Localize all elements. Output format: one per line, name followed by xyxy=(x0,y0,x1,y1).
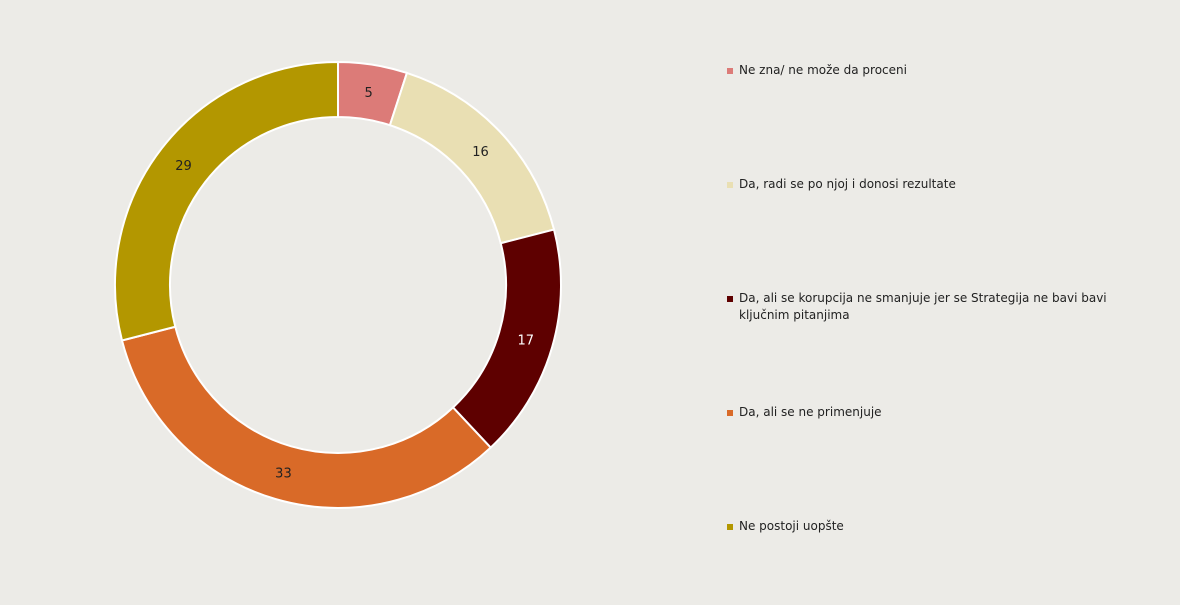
legend-label: Da, radi se po njoj i donosi rezultate xyxy=(739,177,956,191)
legend-swatch xyxy=(727,410,733,416)
donut-slice xyxy=(451,228,562,449)
data-label: 33 xyxy=(275,467,292,482)
data-label: 17 xyxy=(517,334,534,349)
legend-swatch xyxy=(727,182,733,188)
legend-item: Da, ali se korupcija ne smanjuje jer se … xyxy=(727,290,1149,324)
data-label: 16 xyxy=(472,145,489,160)
donut-slice xyxy=(114,60,339,342)
legend-swatch xyxy=(727,296,733,302)
legend-item: Da, ali se ne primenjuje xyxy=(727,404,1149,421)
legend-item: Da, radi se po njoj i donosi rezultate xyxy=(727,176,1149,193)
legend-item: Ne zna/ ne može da proceni xyxy=(727,62,1149,79)
legend-label: Ne zna/ ne može da proceni xyxy=(739,63,907,77)
legend-label: Da, ali se ne primenjuje xyxy=(739,405,882,419)
legend-swatch xyxy=(727,524,733,530)
data-label: 29 xyxy=(175,159,192,174)
legend-label: Da, ali se korupcija ne smanjuje jer se … xyxy=(739,291,1107,322)
donut-slice xyxy=(120,325,493,509)
data-label: 5 xyxy=(364,86,372,101)
donut-chart: 5 16 17 33 29 xyxy=(114,60,562,509)
legend-swatch xyxy=(727,68,733,74)
legend-item: Ne postoji uopšte xyxy=(727,518,1149,535)
legend-label: Ne postoji uopšte xyxy=(739,519,844,533)
